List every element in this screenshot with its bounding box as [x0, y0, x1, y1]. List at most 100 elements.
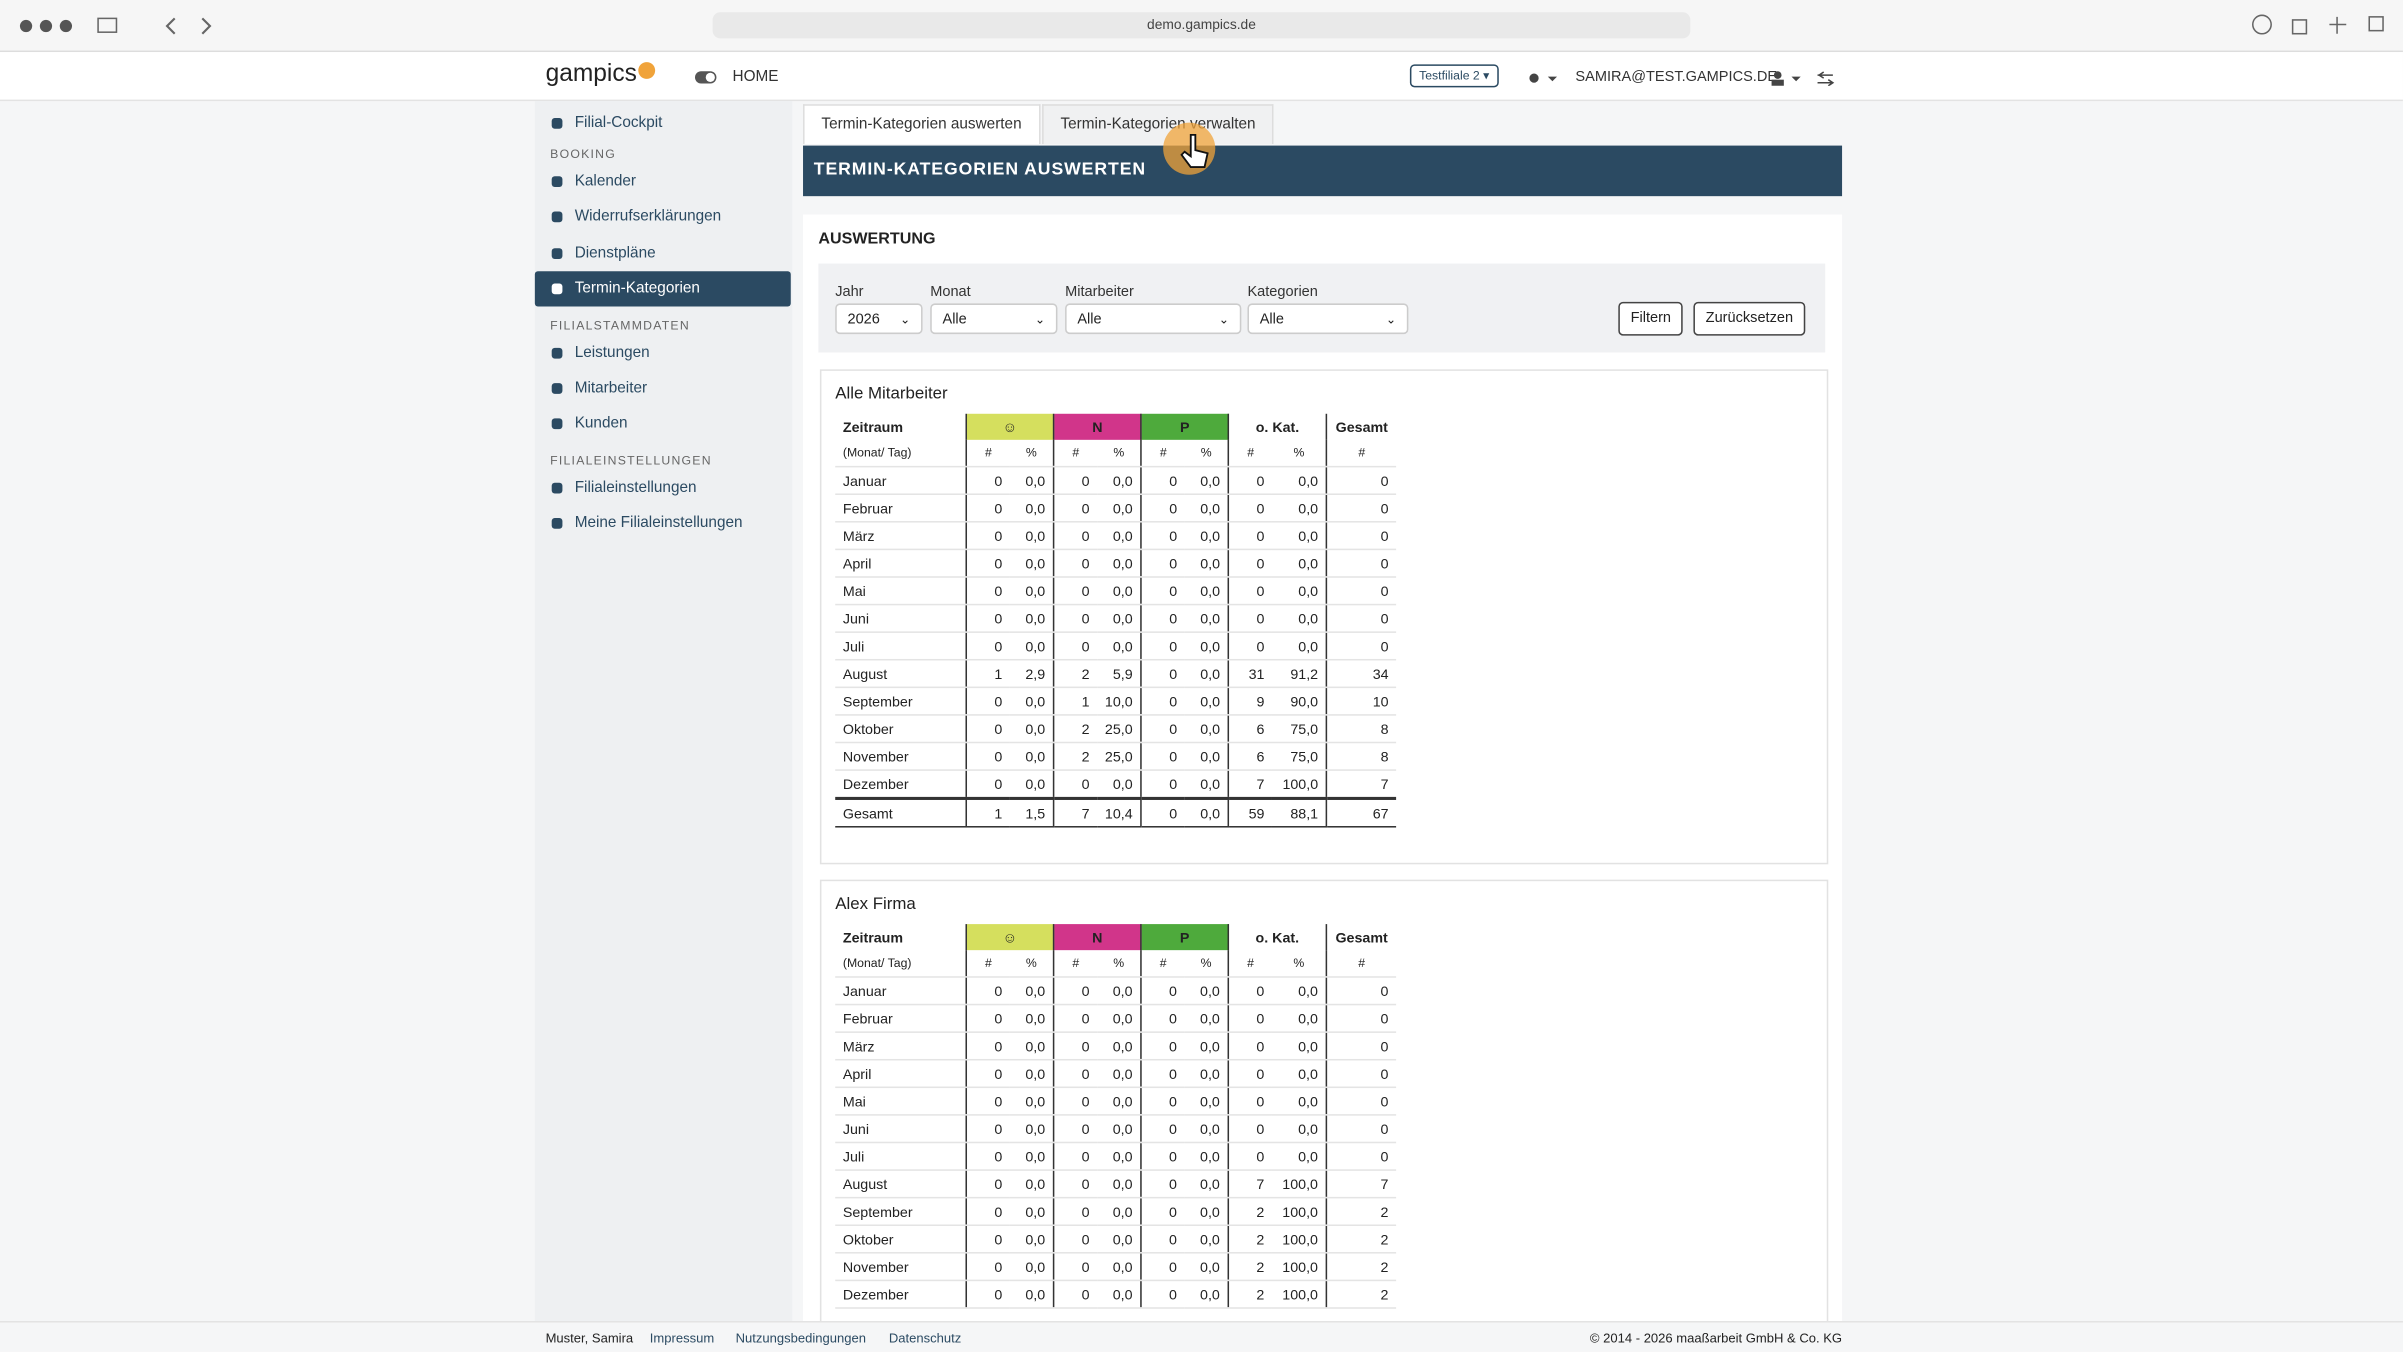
- table-cell: 0,0: [1009, 494, 1054, 523]
- table-cell: 0,0: [1009, 1032, 1054, 1061]
- header-cell: Zeitraum: [842, 419, 904, 435]
- table-cell: 0: [1140, 494, 1185, 523]
- table-cell: 0,0: [1009, 687, 1054, 716]
- table-cell: 0: [1325, 1142, 1397, 1171]
- table-cell: April: [835, 549, 967, 578]
- filter-button[interactable]: Filtern: [1618, 301, 1684, 336]
- table-cell: 31: [1227, 659, 1273, 689]
- nav-item[interactable]: Filialeinstellungen: [535, 470, 791, 505]
- filter-select[interactable]: Alle ⌄: [1065, 303, 1242, 335]
- table-cell: 0: [1052, 1170, 1098, 1199]
- table-cell: Mai: [835, 576, 967, 606]
- nav-label: Widerrufserklärungen: [574, 209, 722, 226]
- table-cell: 0,0: [1272, 521, 1327, 551]
- table-cell: 0: [1052, 1032, 1098, 1061]
- table-cell: 0,0: [1184, 1197, 1229, 1227]
- table-row: Dezember 0 0,0 0 0,0 0 0,0 2 100,0 2: [835, 1280, 1397, 1309]
- nav-icons[interactable]: [92, 12, 230, 38]
- nav-item[interactable]: Termin-Kategorien: [534, 271, 791, 307]
- nav-item[interactable]: Meine Filialeinstellungen: [535, 506, 791, 541]
- theme-toggle[interactable]: [1528, 72, 1559, 84]
- nav-item[interactable]: Filial-Cockpit: [535, 106, 791, 141]
- nav-item[interactable]: Kalender: [535, 164, 791, 199]
- table-cell: 0,0: [1272, 632, 1327, 661]
- table-cell: 0,0: [1009, 576, 1054, 606]
- filter-select[interactable]: Alle ⌄: [1247, 303, 1409, 335]
- footer-name: Muster, Samira: [545, 1330, 634, 1346]
- table-cell: 8: [1325, 742, 1397, 771]
- table-cell: 0: [1325, 521, 1397, 551]
- footer-link[interactable]: Nutzungsbedingungen: [735, 1330, 866, 1346]
- table-cell: 0: [1325, 576, 1397, 606]
- table-cell: 0,0: [1184, 1114, 1229, 1144]
- table-cell: 0: [1052, 1087, 1098, 1116]
- subheader-cell: (Monat/ Tag): [835, 950, 967, 978]
- tab[interactable]: Termin-Kategorien auswerten: [803, 104, 1040, 145]
- nav-section: BOOKING: [550, 147, 616, 161]
- table-cell: 2: [1052, 742, 1098, 771]
- table-row: Mai 0 0,0 0 0,0 0 0,0 0 0,0 0: [835, 576, 1397, 606]
- tab[interactable]: Termin-Kategorien verwalten: [1042, 104, 1274, 145]
- table-cell: 0,0: [1184, 659, 1229, 689]
- table-cell: 0,0: [1097, 466, 1142, 495]
- nav-label: Meine Filialeinstellungen: [574, 515, 743, 533]
- home-link[interactable]: HOME: [732, 68, 779, 86]
- table-cell: September: [835, 687, 967, 716]
- subheader-cell: %: [1009, 950, 1054, 978]
- user-icons[interactable]: [1770, 70, 1839, 86]
- branch-select[interactable]: Testfiliale 2 ▾: [1409, 64, 1499, 88]
- table-cell: 0: [1227, 466, 1273, 495]
- table-cell: 0: [1140, 1059, 1185, 1089]
- table-cell: 10,0: [1097, 687, 1142, 716]
- table-row: August 0 0,0 0 0,0 0 0,0 7 100,0 7: [835, 1170, 1397, 1199]
- table-cell: 0: [1140, 632, 1185, 661]
- table-cell: 0: [965, 687, 1010, 716]
- filter-select[interactable]: Alle ⌄: [930, 303, 1058, 335]
- window-minimize[interactable]: [39, 19, 53, 33]
- table-cell: 100,0: [1271, 1170, 1327, 1199]
- table-row: Januar 0 0,0 0 0,0 0 0,0 0 0,0 0: [835, 466, 1397, 495]
- subheader-cell: %: [1097, 950, 1141, 978]
- toolbar-icons[interactable]: [2250, 12, 2396, 38]
- subheader-cell: #: [1325, 950, 1397, 978]
- nav-item[interactable]: Mitarbeiter: [535, 371, 791, 406]
- filter-label: Jahr: [835, 283, 864, 301]
- toggle[interactable]: [694, 70, 717, 84]
- table-cell: 2: [1227, 1197, 1272, 1227]
- nav-item[interactable]: Widerrufserklärungen: [535, 200, 791, 235]
- table-cell: 0: [1140, 1170, 1185, 1199]
- subheader-cell: #: [1052, 439, 1098, 468]
- table-cell: 0: [965, 1004, 1010, 1033]
- table-cell: 0,0: [1097, 1004, 1141, 1033]
- filter-button[interactable]: Zurücksetzen: [1693, 301, 1806, 336]
- nav-item[interactable]: Dienstpläne: [535, 236, 791, 271]
- table-cell: 0,0: [1009, 521, 1054, 551]
- table-cell: 0: [1227, 1142, 1272, 1171]
- table-cell: 0: [965, 1032, 1010, 1061]
- window-close[interactable]: [19, 19, 33, 33]
- window-zoom[interactable]: [59, 19, 73, 33]
- filter-select[interactable]: 2026 ⌄: [835, 303, 923, 335]
- table-cell: 0: [1140, 770, 1185, 800]
- footer-link[interactable]: Impressum: [649, 1330, 715, 1346]
- table-cell: 0: [965, 1197, 1010, 1227]
- table-cell: 0: [1325, 1114, 1397, 1144]
- table-cell: 0,0: [1009, 604, 1054, 633]
- table-cell: 0: [1227, 1032, 1272, 1061]
- table-cell: Gesamt: [835, 796, 967, 828]
- footer-link[interactable]: Datenschutz: [888, 1330, 962, 1346]
- user-menu[interactable]: SAMIRA@TEST.GAMPICS.DE: [1575, 68, 1778, 86]
- table-cell: 0,0: [1097, 1114, 1141, 1144]
- subheader-cell: #: [965, 950, 1010, 978]
- nav-item[interactable]: Leistungen: [535, 335, 791, 370]
- table-cell: 0,0: [1009, 976, 1054, 1006]
- table-cell: 0: [1140, 687, 1185, 716]
- table-cell: 0,0: [1184, 770, 1229, 800]
- table-cell: 0,0: [1009, 1004, 1054, 1033]
- logo[interactable]: gampics: [546, 61, 656, 89]
- address-bar[interactable]: demo.gampics.de: [712, 12, 1691, 39]
- nav-item[interactable]: Kunden: [535, 407, 791, 442]
- table-cell: 0: [1227, 632, 1273, 661]
